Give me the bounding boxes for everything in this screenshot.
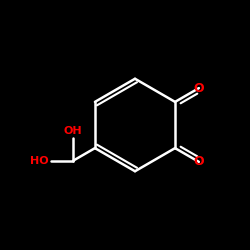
Text: O: O bbox=[194, 82, 204, 94]
Text: OH: OH bbox=[64, 126, 82, 136]
Text: HO: HO bbox=[30, 156, 48, 166]
Text: O: O bbox=[194, 156, 204, 168]
